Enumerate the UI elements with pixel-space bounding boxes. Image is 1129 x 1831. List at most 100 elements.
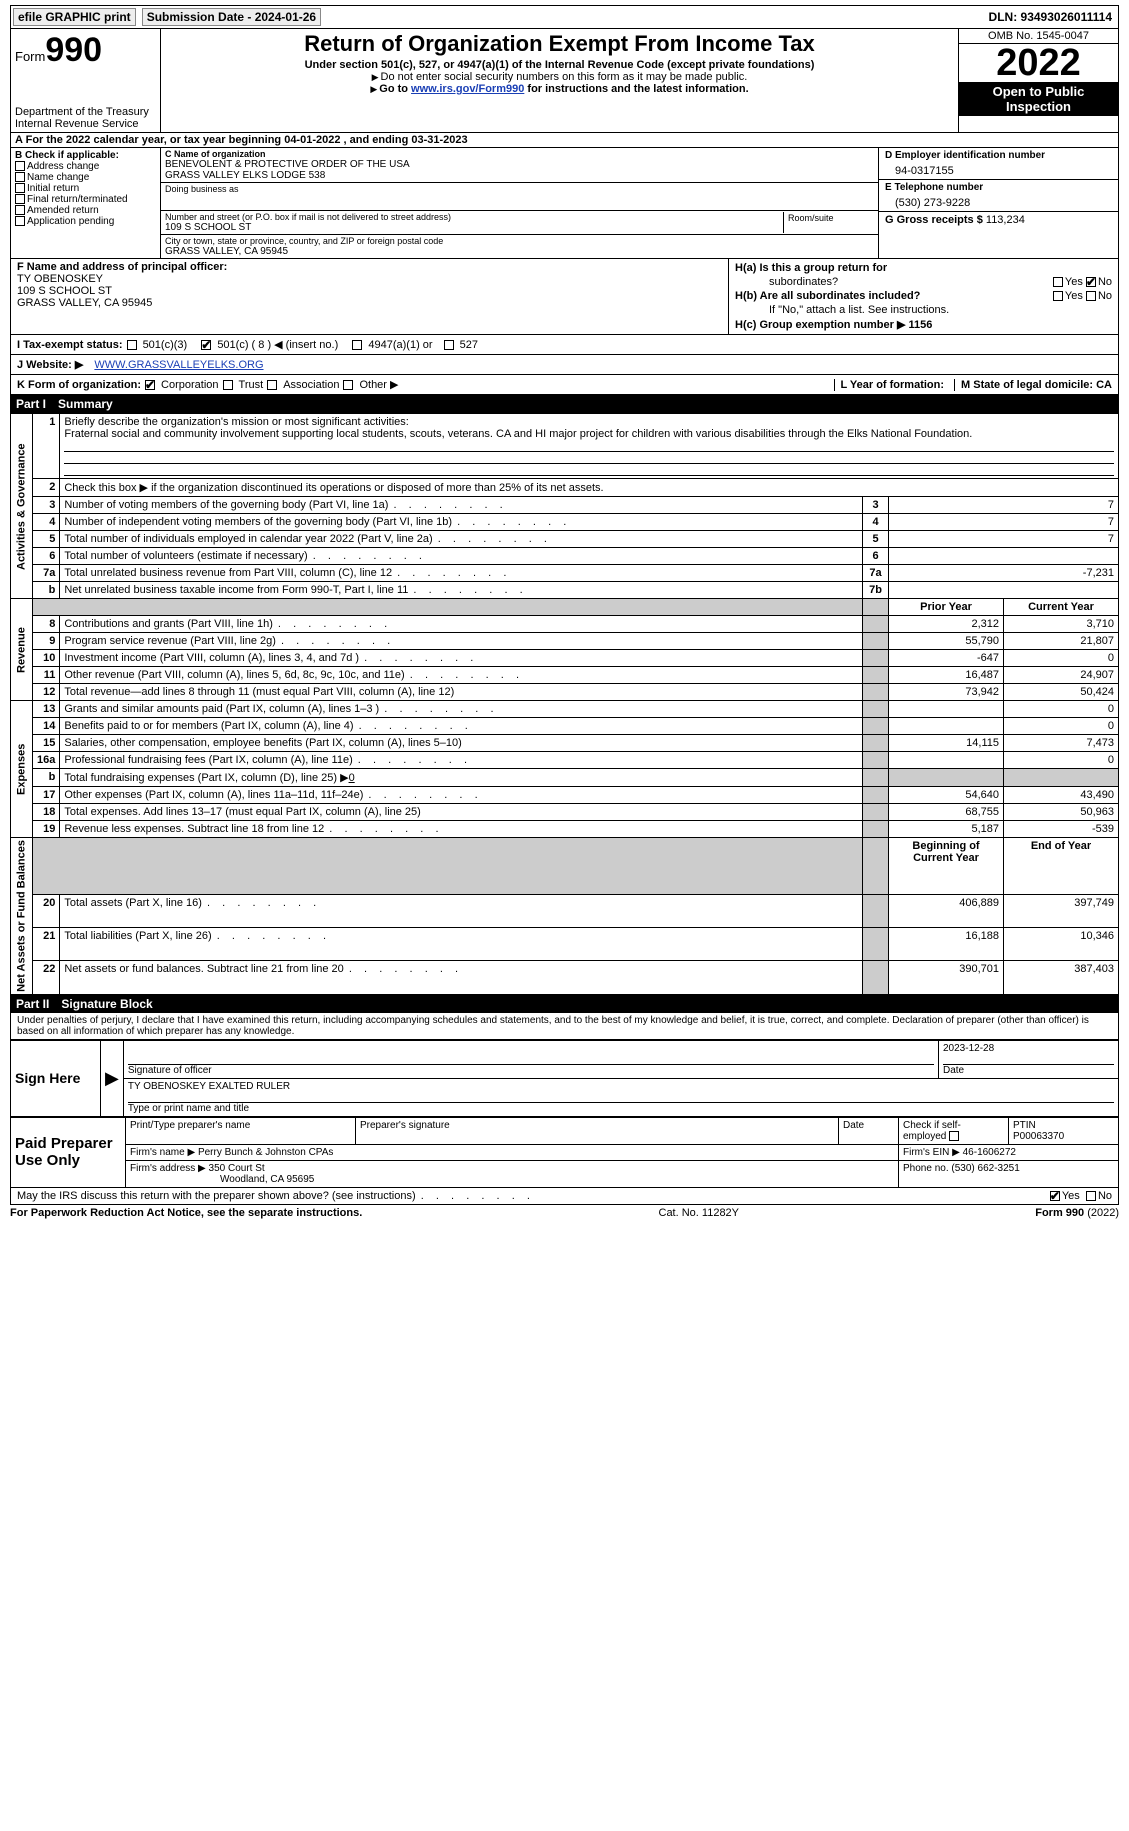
open-to-public: Open to Public Inspection <box>959 82 1118 116</box>
curr-10: 0 <box>1004 650 1119 667</box>
org-name-1: BENEVOLENT & PROTECTIVE ORDER OF THE USA <box>165 159 874 170</box>
cb-discuss-yes[interactable] <box>1050 1191 1060 1201</box>
val-4: 7 <box>889 514 1119 531</box>
gross-receipts: 113,234 <box>986 214 1025 226</box>
top-bar: efile GRAPHIC print Submission Date - 20… <box>10 5 1119 29</box>
officer-street: 109 S SCHOOL ST <box>17 285 722 297</box>
val-7a: -7,231 <box>889 565 1119 582</box>
cb-501c3[interactable] <box>127 340 137 350</box>
tax-period: A For the 2022 calendar year, or tax yea… <box>10 133 1119 148</box>
cb-ha-no[interactable] <box>1086 277 1096 287</box>
dba-label: Doing business as <box>165 184 874 194</box>
website-link[interactable]: WWW.GRASSVALLEYELKS.ORG <box>94 359 263 371</box>
prior-16a <box>889 752 1004 769</box>
section-b: B Check if applicable: Address change Na… <box>11 148 161 258</box>
val-6 <box>889 548 1119 565</box>
street-address: 109 S SCHOOL ST <box>165 222 783 233</box>
curr-17: 43,490 <box>1004 787 1119 804</box>
discuss-row: May the IRS discuss this return with the… <box>10 1188 1119 1205</box>
curr-13: 0 <box>1004 701 1119 718</box>
cb-association[interactable] <box>267 380 277 390</box>
eoy-22: 387,403 <box>1004 961 1119 994</box>
prior-10: -647 <box>889 650 1004 667</box>
section-j: J Website: ▶ WWW.GRASSVALLEYELKS.ORG <box>10 355 1119 375</box>
part-2-header: Part II Signature Block <box>10 995 1119 1013</box>
efile-btn[interactable]: efile GRAPHIC print <box>13 8 136 26</box>
prior-8: 2,312 <box>889 616 1004 633</box>
cb-application-pending[interactable] <box>15 216 25 226</box>
officer-city: GRASS VALLEY, CA 95945 <box>17 297 722 309</box>
cb-final-return[interactable] <box>15 194 25 204</box>
form-header: Form990 Department of the Treasury Inter… <box>10 29 1119 133</box>
sig-date: 2023-12-28 <box>943 1043 1114 1065</box>
prior-11: 16,487 <box>889 667 1004 684</box>
cb-address-change[interactable] <box>15 161 25 171</box>
fundraising-exp: 0 <box>349 772 355 784</box>
curr-15: 7,473 <box>1004 735 1119 752</box>
ein: 94-0317155 <box>885 161 1112 177</box>
submission-date: Submission Date - 2024-01-26 <box>142 8 321 26</box>
val-5: 7 <box>889 531 1119 548</box>
curr-14: 0 <box>1004 718 1119 735</box>
dept-treasury: Department of the Treasury <box>15 106 156 118</box>
cb-self-employed[interactable] <box>949 1131 959 1141</box>
city-state-zip: GRASS VALLEY, CA 95945 <box>165 246 874 257</box>
val-7b <box>889 582 1119 599</box>
signature-intro: Under penalties of perjury, I declare th… <box>10 1013 1119 1040</box>
paid-preparer-label: Paid Preparer Use Only <box>11 1117 126 1187</box>
curr-19: -539 <box>1004 821 1119 838</box>
sign-here-label: Sign Here <box>11 1040 101 1116</box>
boy-21: 16,188 <box>889 928 1004 961</box>
instructions-link-row: Go to www.irs.gov/Form990 for instructio… <box>165 83 954 95</box>
org-name-2: GRASS VALLEY ELKS LODGE 538 <box>165 170 874 181</box>
prior-12: 73,942 <box>889 684 1004 701</box>
section-klm: K Form of organization: Corporation Trus… <box>10 375 1119 395</box>
cb-discuss-no[interactable] <box>1086 1191 1096 1201</box>
telephone: (530) 273-9228 <box>885 193 1112 209</box>
cb-hb-no[interactable] <box>1086 291 1096 301</box>
cb-trust[interactable] <box>223 380 233 390</box>
boy-22: 390,701 <box>889 961 1004 994</box>
sign-here-block: Sign Here ▶ Signature of officer 2023-12… <box>10 1040 1119 1117</box>
cb-amended-return[interactable] <box>15 205 25 215</box>
state-domicile: M State of legal domicile: CA <box>954 379 1112 391</box>
firm-name: Perry Bunch & Johnston CPAs <box>198 1147 333 1158</box>
irs-link[interactable]: www.irs.gov/Form990 <box>411 83 524 95</box>
cb-4947[interactable] <box>352 340 362 350</box>
form-subtitle: Under section 501(c), 527, or 4947(a)(1)… <box>165 59 954 71</box>
val-3: 7 <box>889 497 1119 514</box>
cb-initial-return[interactable] <box>15 183 25 193</box>
cb-other[interactable] <box>343 380 353 390</box>
curr-16a: 0 <box>1004 752 1119 769</box>
form-page: Form 990 (2022) <box>1035 1207 1119 1219</box>
cb-name-change[interactable] <box>15 172 25 182</box>
sign-arrow-icon: ▶ <box>101 1040 124 1116</box>
cb-527[interactable] <box>444 340 454 350</box>
firm-addr1: 350 Court St <box>209 1163 265 1174</box>
eoy-21: 10,346 <box>1004 928 1119 961</box>
prior-17: 54,640 <box>889 787 1004 804</box>
cb-ha-yes[interactable] <box>1053 277 1063 287</box>
part-1-header: Part I Summary <box>10 395 1119 413</box>
cb-hb-yes[interactable] <box>1053 291 1063 301</box>
irs-label: Internal Revenue Service <box>15 118 156 130</box>
vlabel-expenses: Expenses <box>11 701 33 838</box>
cat-no: Cat. No. 11282Y <box>362 1207 1035 1219</box>
cb-corporation[interactable] <box>145 380 155 390</box>
cb-501c[interactable] <box>201 340 211 350</box>
paid-preparer-block: Paid Preparer Use Only Print/Type prepar… <box>10 1117 1119 1188</box>
curr-12: 50,424 <box>1004 684 1119 701</box>
curr-11: 24,907 <box>1004 667 1119 684</box>
vlabel-revenue: Revenue <box>11 599 33 701</box>
curr-18: 50,963 <box>1004 804 1119 821</box>
dln: DLN: 93493026011114 <box>989 10 1116 24</box>
section-i: I Tax-exempt status: 501(c)(3) 501(c) ( … <box>10 335 1119 355</box>
section-bcd: B Check if applicable: Address change Na… <box>10 148 1119 259</box>
curr-8: 3,710 <box>1004 616 1119 633</box>
privacy-note: Do not enter social security numbers on … <box>165 71 954 83</box>
section-c: C Name of organization BENEVOLENT & PROT… <box>161 148 878 258</box>
form-title: Return of Organization Exempt From Incom… <box>165 31 954 57</box>
vlabel-netassets: Net Assets or Fund Balances <box>11 838 33 995</box>
curr-9: 21,807 <box>1004 633 1119 650</box>
firm-phone: (530) 662-3251 <box>951 1163 1019 1174</box>
